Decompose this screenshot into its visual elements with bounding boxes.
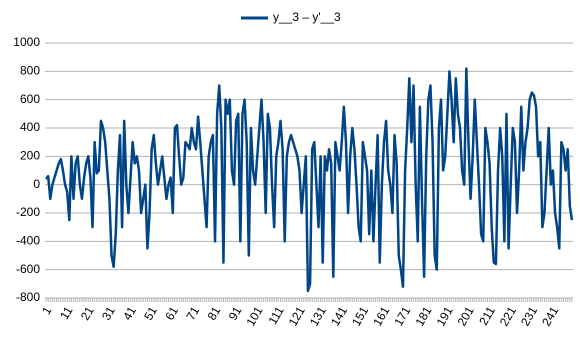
x-tick-label: 161 — [370, 304, 392, 329]
x-tick-label: 131 — [307, 304, 329, 329]
y-tick-label: 0 — [33, 177, 40, 191]
x-tick-label: 91 — [226, 304, 245, 323]
y-tick-label: -200 — [16, 205, 40, 219]
x-tick-label: 121 — [286, 304, 308, 329]
x-tick-label: 71 — [183, 304, 202, 323]
x-tick-label: 51 — [141, 304, 160, 323]
x-tick-label: 11 — [57, 304, 76, 322]
x-tick-label: 21 — [78, 304, 97, 323]
x-tick-label: 151 — [349, 304, 371, 329]
y-tick-label: 1000 — [13, 35, 40, 49]
y-tick-label: 600 — [20, 92, 40, 106]
x-tick-label: 171 — [391, 304, 413, 329]
y-tick-label: 400 — [20, 120, 40, 134]
x-tick-label: 41 — [120, 304, 139, 323]
x-tick-label: 31 — [99, 304, 118, 323]
x-tick-label: 201 — [455, 304, 477, 329]
x-tick-label: 241 — [539, 304, 561, 329]
y-tick-label: -600 — [16, 262, 40, 276]
x-tick-label: 141 — [328, 304, 350, 329]
data-line — [45, 67, 574, 293]
x-tick-label: 221 — [497, 304, 519, 329]
y-tick-label: 200 — [20, 149, 40, 163]
y-tick-label: -800 — [16, 290, 40, 304]
y-tick-label: -400 — [16, 234, 40, 248]
x-tick-label: 191 — [434, 304, 456, 329]
x-tick-label: 61 — [162, 304, 181, 323]
x-tick-label: 81 — [205, 304, 224, 323]
x-tick-label: 111 — [265, 304, 286, 327]
legend-label: y__3 – y'__3 — [273, 10, 341, 24]
x-tick-label: 211 — [476, 304, 498, 328]
x-tick-label: 181 — [412, 304, 434, 329]
x-tick-label: 231 — [518, 304, 540, 329]
y-tick-label: 800 — [20, 64, 40, 78]
x-tick-label: 1 — [39, 304, 55, 317]
x-tick-label: 101 — [243, 304, 265, 329]
